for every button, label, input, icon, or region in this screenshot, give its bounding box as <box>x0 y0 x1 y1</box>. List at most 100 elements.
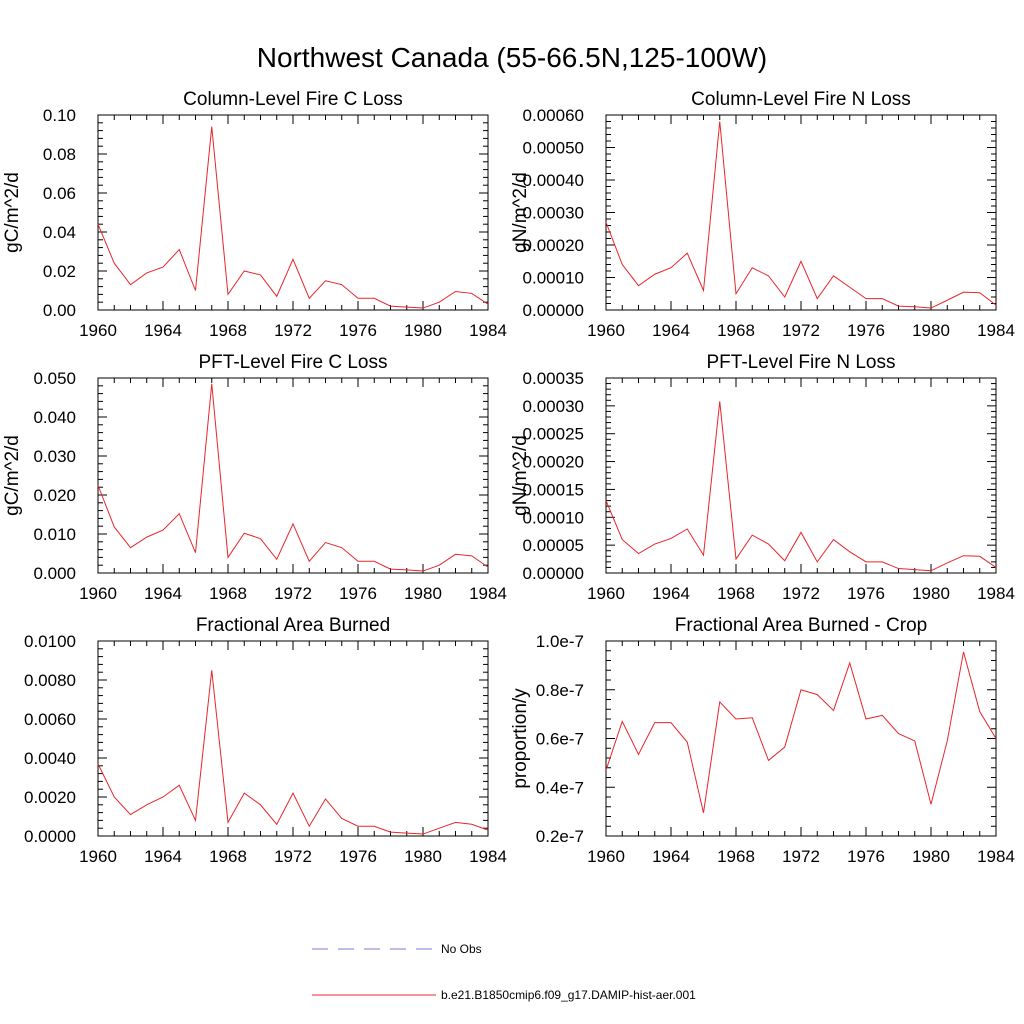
x-tick-label: 1964 <box>144 847 182 866</box>
x-tick-label: 1968 <box>209 321 247 340</box>
y-tick-label: 0.00 <box>43 301 76 320</box>
y-tick-label: 1.0e-7 <box>536 632 584 651</box>
series-line <box>605 651 997 813</box>
x-tick-label: 1980 <box>404 584 442 603</box>
chart-panel: Fractional Area Burned 1960 1964 1968 1972 19… <box>24 615 507 866</box>
y-tick-label: 0.8e-7 <box>536 681 584 700</box>
y-tick-label: 0.2e-7 <box>536 827 584 846</box>
y-tick-label: 0.00020 <box>523 453 584 472</box>
chart-panel: Fractional Area Burned - Crop proportion/… <box>510 615 1015 866</box>
y-tick-label: 0.00040 <box>523 171 584 190</box>
plot-frame <box>605 640 997 837</box>
y-axis-label: gC/m^2/d <box>2 435 23 516</box>
y-axis-label: gN/m^2/d <box>510 435 531 516</box>
y-tick-label: 0.00035 <box>523 369 584 388</box>
x-tick-label: 1960 <box>79 584 117 603</box>
y-tick-label: 0.00010 <box>523 269 584 288</box>
y-tick-label: 0.00030 <box>523 397 584 416</box>
x-tick-label: 1984 <box>977 847 1015 866</box>
panel-title: Fractional Area Burned <box>196 615 390 636</box>
y-tick-label: 0.00000 <box>523 564 584 583</box>
y-tick-label: 0.000 <box>33 564 76 583</box>
x-tick-label: 1964 <box>144 321 182 340</box>
x-tick-label: 1976 <box>339 321 377 340</box>
series-line <box>97 126 489 309</box>
x-tick-label: 1976 <box>339 847 377 866</box>
y-tick-label: 0.04 <box>43 223 76 242</box>
y-tick-label: 0.0000 <box>24 827 76 846</box>
y-tick-label: 0.00060 <box>523 106 584 125</box>
y-tick-label: 0.02 <box>43 262 76 281</box>
y-tick-label: 0.4e-7 <box>536 778 584 797</box>
y-tick-label: 0.040 <box>33 408 76 427</box>
x-tick-label: 1968 <box>717 321 755 340</box>
y-tick-label: 0.00005 <box>523 536 584 555</box>
x-tick-label: 1976 <box>847 847 885 866</box>
x-tick-label: 1960 <box>587 584 625 603</box>
y-tick-label: 0.050 <box>33 369 76 388</box>
x-tick-label: 1964 <box>652 847 690 866</box>
y-tick-label: 0.0100 <box>24 632 76 651</box>
y-tick-label: 0.0020 <box>24 788 76 807</box>
series-line <box>605 401 997 572</box>
x-tick-label: 1976 <box>847 321 885 340</box>
series-line <box>97 670 489 835</box>
y-tick-label: 0.030 <box>33 447 76 466</box>
y-tick-label: 0.010 <box>33 525 76 544</box>
x-tick-label: 1972 <box>782 847 820 866</box>
y-tick-label: 0.00020 <box>523 236 584 255</box>
y-tick-label: 0.020 <box>33 486 76 505</box>
y-tick-label: 0.00000 <box>523 301 584 320</box>
x-tick-label: 1960 <box>79 847 117 866</box>
x-tick-label: 1972 <box>274 847 312 866</box>
y-tick-label: 0.08 <box>43 145 76 164</box>
legend: No Obs b.e21.B1850cmip6.f09_g17.DAMIP-hi… <box>312 942 696 1002</box>
x-tick-label: 1980 <box>404 321 442 340</box>
y-axis-label: gC/m^2/d <box>2 172 23 253</box>
x-tick-label: 1972 <box>274 321 312 340</box>
x-tick-label: 1964 <box>144 584 182 603</box>
plot-frame <box>605 377 997 574</box>
x-tick-label: 1968 <box>717 847 755 866</box>
x-tick-label: 1968 <box>717 584 755 603</box>
plot-frame <box>97 114 489 311</box>
y-tick-label: 0.00050 <box>523 139 584 158</box>
x-tick-label: 1972 <box>782 321 820 340</box>
chart-panels: Column-Level Fire C Loss gC/m^2/d 1960 1964… <box>2 89 1015 866</box>
legend-label-no-obs: No Obs <box>441 942 482 956</box>
chart-panel: Column-Level Fire C Loss gC/m^2/d 1960 1964… <box>2 89 507 340</box>
y-tick-label: 0.10 <box>43 106 76 125</box>
chart-panel: PFT-Level Fire C Loss gC/m^2/d 1960 1964 196… <box>2 352 507 603</box>
y-tick-label: 0.00015 <box>523 480 584 499</box>
y-tick-label: 0.06 <box>43 184 76 203</box>
y-tick-label: 0.0060 <box>24 710 76 729</box>
x-tick-label: 1964 <box>652 584 690 603</box>
plot-frame <box>97 640 489 837</box>
panel-title: PFT-Level Fire N Loss <box>707 352 896 373</box>
x-tick-label: 1976 <box>847 584 885 603</box>
y-tick-label: 0.0080 <box>24 671 76 690</box>
chart-panel: PFT-Level Fire N Loss gN/m^2/d 1960 1964 196… <box>510 352 1015 603</box>
x-tick-label: 1968 <box>209 847 247 866</box>
figure-title: Northwest Canada (55-66.5N,125-100W) <box>257 42 767 73</box>
y-axis-label: gN/m^2/d <box>510 172 531 253</box>
x-tick-label: 1980 <box>912 321 950 340</box>
y-tick-label: 0.0040 <box>24 749 76 768</box>
plot-frame <box>97 377 489 574</box>
x-tick-label: 1984 <box>469 584 507 603</box>
panel-title: Column-Level Fire C Loss <box>183 89 403 110</box>
legend-label-model: b.e21.B1850cmip6.f09_g17.DAMIP-hist-aer.… <box>441 988 696 1002</box>
x-tick-label: 1960 <box>587 847 625 866</box>
x-tick-label: 1984 <box>469 847 507 866</box>
series-line <box>97 383 489 572</box>
x-tick-label: 1980 <box>912 584 950 603</box>
y-tick-label: 0.00025 <box>523 425 584 444</box>
x-tick-label: 1984 <box>469 321 507 340</box>
x-tick-label: 1960 <box>587 321 625 340</box>
panel-title: Column-Level Fire N Loss <box>691 89 911 110</box>
x-tick-label: 1972 <box>782 584 820 603</box>
x-tick-label: 1960 <box>79 321 117 340</box>
x-tick-label: 1980 <box>404 847 442 866</box>
x-tick-label: 1976 <box>339 584 377 603</box>
